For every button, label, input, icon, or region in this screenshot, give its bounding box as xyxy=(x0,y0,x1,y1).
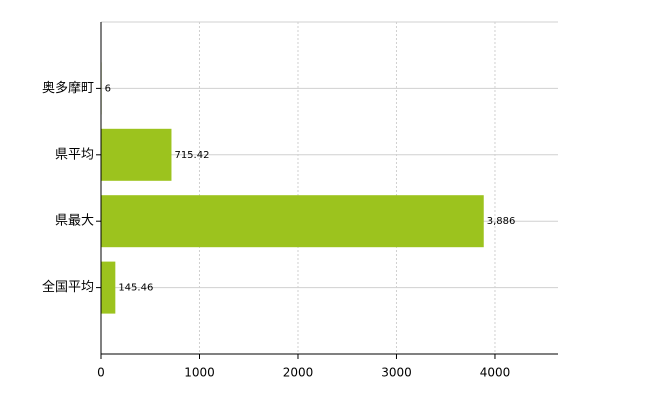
y-tick-label: 県最大 xyxy=(55,214,94,229)
bar xyxy=(101,195,484,248)
x-tick-label: 3000 xyxy=(381,366,412,380)
bar xyxy=(101,128,172,181)
y-tick-label: 県平均 xyxy=(55,147,94,162)
x-tick-label: 2000 xyxy=(283,366,314,380)
data-label: 3,886 xyxy=(487,216,516,227)
x-tick-label: 1000 xyxy=(184,366,215,380)
data-label: 715.42 xyxy=(174,150,209,161)
y-tick-label: 全国平均 xyxy=(42,279,94,295)
bar xyxy=(101,261,116,314)
data-label: 145.46 xyxy=(118,283,153,294)
x-tick-label: 4000 xyxy=(480,366,511,380)
y-tick-label: 奥多摩町 xyxy=(42,80,94,96)
data-label: 6 xyxy=(105,83,111,94)
x-tick-label: 0 xyxy=(97,366,105,380)
